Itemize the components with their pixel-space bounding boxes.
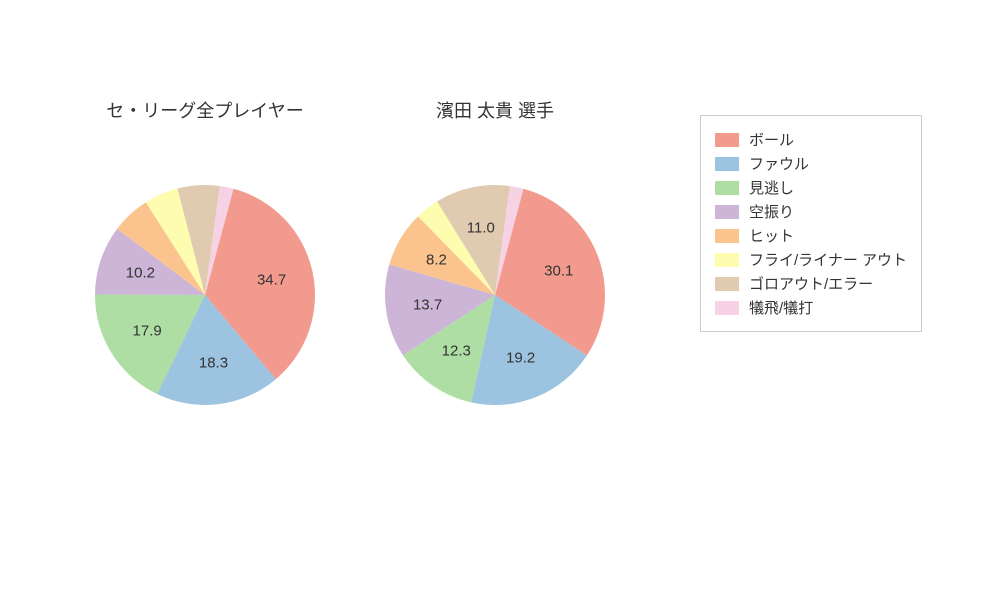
slice-label-ground: 11.0	[467, 220, 495, 237]
slice-label-ball: 30.1	[544, 262, 573, 279]
legend-label: 見逃し	[749, 177, 794, 198]
chart-title: セ・リーグ全プレイヤー	[106, 97, 303, 123]
legend-item-sac: 犠飛/犠打	[715, 297, 907, 318]
legend-label: 空振り	[749, 201, 794, 222]
legend-item-foul: ファウル	[715, 153, 907, 174]
legend-item-look: 見逃し	[715, 177, 907, 198]
pie-slice-fly	[418, 202, 495, 295]
pie-slice-sac	[205, 186, 233, 295]
legend-label: ゴロアウト/エラー	[749, 273, 873, 294]
slice-label-foul: 19.2	[506, 350, 535, 367]
legend-swatch	[715, 157, 739, 171]
legend: ボールファウル見逃し空振りヒットフライ/ライナー アウトゴロアウト/エラー犠飛/…	[700, 115, 922, 332]
pie-slice-foul	[157, 295, 276, 405]
slice-label-foul: 18.3	[199, 354, 228, 371]
legend-item-fly: フライ/ライナー アウト	[715, 249, 907, 270]
pie-slice-ground	[437, 185, 510, 295]
legend-label: ボール	[749, 129, 794, 150]
chart-container: セ・リーグ全プレイヤー 34.7 18.3 17.9 10.2 濱田 太貴 選手 30.1 1…	[0, 0, 1000, 600]
legend-swatch	[715, 301, 739, 315]
slice-label-look: 12.3	[442, 343, 471, 360]
legend-label: ファウル	[749, 153, 809, 174]
pie-slice-ground	[177, 185, 220, 295]
legend-label: フライ/ライナー アウト	[749, 249, 907, 270]
slice-label-hit: 8.2	[426, 252, 447, 269]
legend-swatch	[715, 277, 739, 291]
legend-swatch	[715, 229, 739, 243]
chart-title: 濱田 太貴 選手	[436, 97, 554, 123]
slice-label-look: 17.9	[133, 323, 162, 340]
slice-label-ball: 34.7	[257, 272, 286, 289]
legend-swatch	[715, 181, 739, 195]
legend-swatch	[715, 253, 739, 267]
pie-slice-sac	[495, 186, 523, 295]
legend-label: 犠飛/犠打	[749, 297, 813, 318]
legend-label: ヒット	[749, 225, 794, 246]
legend-item-ball: ボール	[715, 129, 907, 150]
legend-swatch	[715, 205, 739, 219]
legend-swatch	[715, 133, 739, 147]
legend-item-ground: ゴロアウト/エラー	[715, 273, 907, 294]
slice-label-swing: 10.2	[126, 265, 155, 282]
legend-item-hit: ヒット	[715, 225, 907, 246]
slice-label-swing: 13.7	[413, 297, 442, 314]
pie-slice-look	[95, 295, 205, 394]
legend-item-swing: 空振り	[715, 201, 907, 222]
pie-slice-swing	[95, 229, 205, 295]
